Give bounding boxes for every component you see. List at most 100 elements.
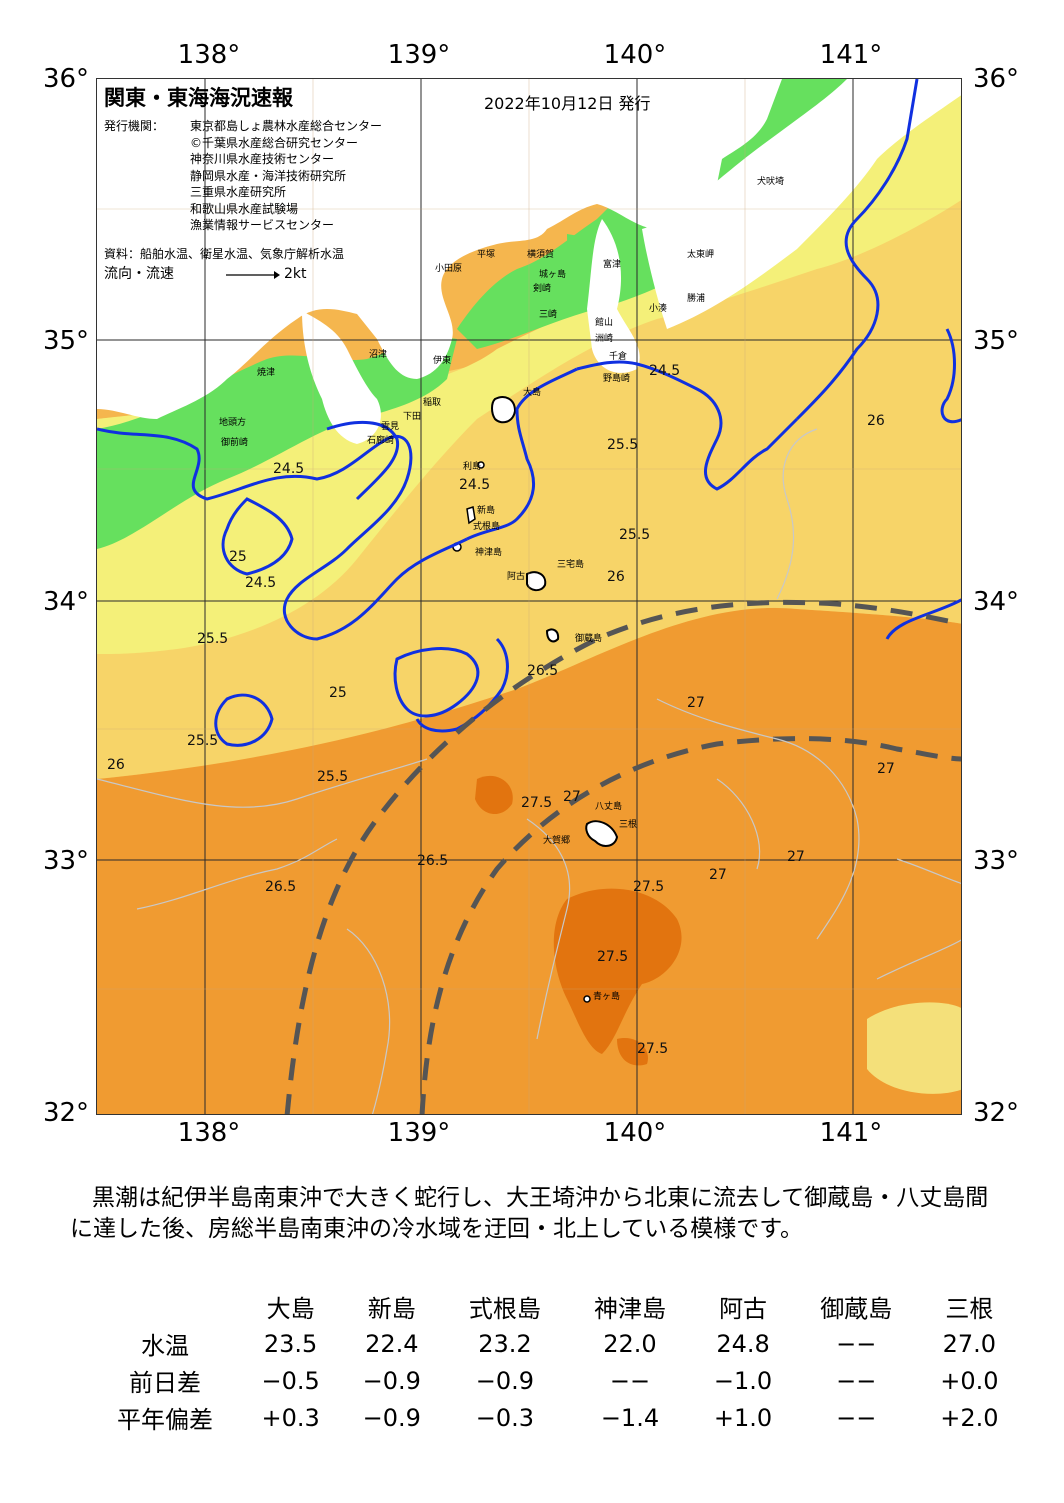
place-chikura: 千倉	[609, 352, 628, 362]
table-header: 神津島	[593, 1295, 666, 1323]
table-cell: 24.8	[716, 1329, 770, 1358]
table-cell: +2.0	[940, 1403, 999, 1432]
place-kominato: 小湊	[649, 304, 668, 314]
isotherm-label: 27.5	[597, 949, 629, 965]
place-jitokata: 地頭方	[219, 418, 247, 428]
isotherm-label: 25.5	[619, 527, 651, 543]
isotherm-label: 26	[607, 569, 625, 585]
issuer-item: 東京都島しょ農林水産総合センター	[190, 119, 383, 133]
flow-legend-label: 流向・流速	[104, 266, 174, 282]
issuer-label: 発行機関：	[104, 119, 165, 133]
isotherm-label: 27	[787, 849, 805, 865]
lat-label-33-left: 33°	[42, 846, 90, 876]
isotherm-label: 26	[107, 757, 125, 773]
table-cell: 27.0	[942, 1329, 997, 1358]
issuer-item: 和歌山県水産試験場	[190, 201, 299, 216]
place-kumomi: 雲見	[381, 422, 400, 432]
island-oshima	[491, 396, 517, 424]
place-yaizu: 焼津	[257, 368, 276, 378]
table-cell: −−	[609, 1366, 651, 1395]
place-mikurajima: 御蔵島	[575, 634, 603, 644]
isotherm-label: 27.5	[637, 1041, 669, 1057]
table-cell: +0.0	[940, 1366, 999, 1395]
island-mikurajima	[545, 628, 560, 643]
place-irozaki: 石廊崎	[367, 436, 395, 446]
sea-cool-patch-se	[867, 1002, 961, 1094]
lon-label-139-bottom: 139°	[387, 1118, 451, 1148]
table-cell: +1.0	[713, 1403, 773, 1432]
lon-label-141-bottom: 141°	[819, 1118, 883, 1148]
table-header: 新島	[367, 1295, 416, 1323]
land-izu-peninsula	[302, 311, 381, 444]
summary-text: 黒潮は紀伊半島南東沖で大きく蛇行し、大王埼沖から北東に流去して御蔵島・八丈島間に…	[70, 1185, 989, 1242]
island-niijima	[466, 506, 476, 525]
row-label: 平年偏差	[117, 1406, 213, 1434]
table-cell: −0.9	[362, 1366, 421, 1395]
lat-label-33-right: 33°	[972, 846, 1020, 876]
isotherm-label: 26.5	[265, 879, 297, 895]
table-cell: 23.2	[478, 1329, 532, 1358]
place-okago: 大賀郷	[543, 836, 571, 846]
lon-label-140-bottom: 140°	[603, 1118, 667, 1148]
sea-hot-patch-3	[617, 1038, 648, 1066]
lat-label-34-right: 34°	[972, 587, 1020, 617]
issue-date: 2022年10月12日 発行	[484, 94, 651, 113]
isotherm-label: 24.5	[245, 575, 277, 591]
land-boso-peninsula	[587, 219, 640, 373]
lon-label-138-top: 138°	[177, 40, 241, 70]
place-miyakejima: 三宅島	[557, 560, 585, 570]
isotherm-label: 27	[687, 695, 705, 711]
isotherm-label: 24.5	[459, 477, 491, 493]
isotherm-label: 25.5	[197, 631, 229, 647]
table-header-row: 大島 新島 式根島 神津島 阿古 御蔵島 三根	[90, 1288, 1020, 1325]
table-cell: −−	[836, 1366, 877, 1395]
island-toshima	[477, 461, 485, 469]
place-odawara: 小田原	[435, 264, 463, 274]
issuer-item: 漁業情報サービスセンター	[190, 218, 335, 232]
table-cell: −0.5	[261, 1366, 320, 1395]
island-hachijojima	[585, 820, 619, 847]
lat-label-36-right: 36°	[972, 64, 1020, 94]
place-sunosaki: 洲崎	[595, 334, 614, 344]
place-kozushima: 神津島	[475, 548, 503, 558]
lon-label-141-top: 141°	[819, 40, 883, 70]
place-shikinejima: 式根島	[473, 522, 501, 532]
table-cell: +0.3	[261, 1403, 320, 1432]
isotherm-label: 25	[329, 685, 347, 701]
table-cell: −1.4	[600, 1403, 660, 1432]
table-cell: 22.0	[603, 1329, 657, 1358]
isotherm-label: 25.5	[187, 733, 219, 749]
table-header: 大島	[266, 1295, 315, 1323]
lat-label-34-left: 34°	[42, 587, 90, 617]
flow-legend-value: 2kt	[284, 266, 307, 282]
island-miyakejima	[526, 571, 547, 592]
row-label: 水温	[141, 1332, 189, 1360]
place-futtsu: 富津	[603, 260, 622, 270]
place-niijima: 新島	[477, 506, 496, 516]
place-ako: 阿古	[507, 572, 526, 582]
place-inatori: 稲取	[423, 398, 442, 408]
place-tateyama: 館山	[595, 318, 614, 328]
isotherm-label: 27	[709, 867, 727, 883]
table-header: 阿古	[719, 1295, 768, 1323]
temperature-table: 大島 新島 式根島 神津島 阿古 御蔵島 三根 水温 23.5 22.4 23.…	[90, 1288, 1020, 1436]
place-aogashima: 青ヶ島	[593, 992, 621, 1002]
flow-arrow-icon	[226, 271, 280, 279]
isotherm-label: 27.5	[633, 879, 665, 895]
issuer-list: 東京都島しょ農林水産総合センター ©千葉県水産総合研究センター 神奈川県水産技術…	[190, 118, 382, 234]
isotherm-label: 26.5	[417, 853, 449, 869]
issuer-item: 静岡県水産・海洋技術研究所	[190, 168, 347, 183]
lat-label-32-left: 32°	[42, 1098, 90, 1128]
isotherm-label: 27	[877, 761, 895, 777]
table-cell: −0.9	[475, 1366, 535, 1395]
place-inubosaki: 犬吠埼	[757, 177, 785, 187]
lat-label-36-left: 36°	[42, 64, 90, 94]
place-tsurugisaki: 剣崎	[533, 284, 552, 294]
data-sources: 資料：船舶水温、衛星水温、気象庁解析水温	[104, 247, 345, 261]
place-toshima: 利島	[463, 462, 482, 472]
lon-label-139-top: 139°	[387, 40, 451, 70]
isotherm-label: 24.5	[273, 461, 305, 477]
row-label: 前日差	[129, 1369, 201, 1397]
isotherm-label: 26	[867, 413, 885, 429]
blue-contours	[97, 79, 961, 747]
